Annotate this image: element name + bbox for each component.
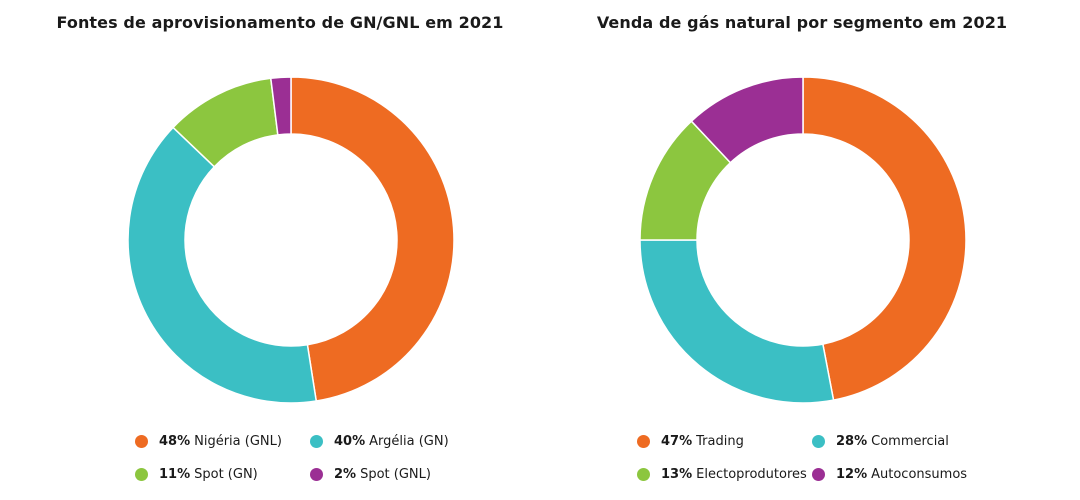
legend-dot	[135, 434, 148, 448]
legend-dot	[310, 434, 323, 448]
donut-slice-commercial	[639, 239, 835, 404]
legend-dot	[135, 467, 148, 481]
legend-label: Spot (GN)	[194, 466, 258, 482]
legend-dot	[812, 434, 825, 448]
legend-label: Electoprodutores	[696, 466, 807, 482]
legend-label: Trading	[696, 433, 744, 449]
legend-label: Spot (GNL)	[360, 466, 431, 482]
legend-label: Argélia (GN)	[369, 433, 449, 449]
donut-slice-nigeria-gnl	[290, 76, 455, 402]
legend-dot	[637, 434, 650, 448]
legend-label: Autoconsumos	[871, 466, 968, 482]
donut-chart-supply-sources	[127, 76, 455, 404]
donut-slice-autoconsumos	[690, 76, 804, 164]
legend-item-spot-gnl: 2% Spot (GNL)	[310, 464, 431, 484]
legend-label: Nigéria (GNL)	[194, 433, 282, 449]
legend-item-nigeria: 48% Nigéria (GNL)	[135, 431, 282, 451]
donut-slice-spot-gnl	[269, 76, 292, 136]
legend-dot	[812, 467, 825, 481]
donut-slice-trading	[802, 76, 967, 401]
legend-value: 11%	[159, 466, 191, 482]
chart-title: Venda de gás natural por segmento em 202…	[596, 13, 1008, 32]
legend-value: 12%	[836, 466, 868, 482]
chart-panel-sales-by-segment: Venda de gás natural por segmento em 202…	[540, 0, 1080, 500]
legend-item-autoconsumos: 12% Autoconsumos	[812, 464, 967, 484]
legend-value: 28%	[836, 433, 868, 449]
legend-value: 13%	[661, 466, 693, 482]
legend-dot	[310, 467, 323, 481]
legend-item-spot-gn: 11% Spot (GN)	[135, 464, 258, 484]
legend-value: 47%	[661, 433, 693, 449]
legend: 48% Nigéria (GNL) 40% Argélia (GN) 11% S…	[135, 431, 535, 491]
donut-chart-sales-by-segment	[639, 76, 967, 404]
legend-item-trading: 47% Trading	[637, 431, 744, 451]
legend-label: Commercial	[871, 433, 949, 449]
legend-value: 48%	[159, 433, 191, 449]
legend-item-argelia: 40% Argélia (GN)	[310, 431, 449, 451]
donut-slice-argelia-gn	[127, 126, 318, 404]
legend-value: 2%	[334, 466, 357, 482]
legend-dot	[637, 467, 650, 481]
chart-title: Fontes de aprovisionamento de GN/GNL em …	[56, 13, 504, 32]
legend-value: 40%	[334, 433, 366, 449]
legend: 47% Trading 28% Commercial 13% Electopro…	[637, 431, 1037, 491]
chart-panel-supply-sources: Fontes de aprovisionamento de GN/GNL em …	[56, 13, 535, 491]
legend-item-electoprodutores: 13% Electoprodutores	[637, 464, 807, 484]
legend-item-commercial: 28% Commercial	[812, 431, 949, 451]
